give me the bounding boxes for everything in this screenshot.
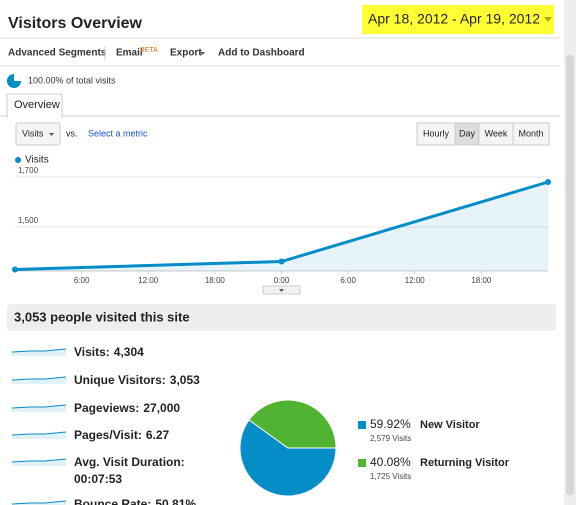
legend-percent: 59.92% <box>370 417 411 431</box>
segment-icon-cut <box>14 74 21 81</box>
summary-title: 3,053 people visited this site <box>14 309 190 324</box>
metric-value: 27,000 <box>143 401 180 415</box>
x-tick-label: 6:00 <box>74 276 90 285</box>
metric-value: 00:07:53 <box>74 472 122 486</box>
metric-label: Pageviews: <box>74 401 139 415</box>
granularity-label[interactable]: Hourly <box>423 128 450 138</box>
metric-value: 50.81% <box>155 497 196 505</box>
legend-swatch <box>358 459 366 467</box>
pie-slice <box>248 399 337 449</box>
metric-value: 3,053 <box>170 373 200 387</box>
x-tick-label: 0:00 <box>274 276 290 285</box>
pie-slice <box>239 419 337 497</box>
metric-label: Pages/Visit: <box>74 428 142 442</box>
sparkline-area <box>12 459 66 466</box>
sparkline-area <box>12 501 66 505</box>
point <box>12 266 18 273</box>
sparkline <box>11 458 67 463</box>
metric-value: 4,304 <box>114 345 144 359</box>
dropdown-arrow <box>49 133 54 136</box>
legend-name: New Visitor <box>420 419 480 431</box>
sparkline-area <box>12 377 66 384</box>
legend-swatch <box>358 421 366 429</box>
summary-band <box>7 304 556 331</box>
date-highlight <box>362 5 554 34</box>
legend-percent: 40.08% <box>370 455 411 469</box>
vs-label: vs. <box>66 128 78 138</box>
pie-chart: 59.92% New Visitor 2,579 Visits 40.08% Retur… <box>239 399 510 497</box>
sparkline <box>11 404 67 409</box>
point <box>278 258 285 265</box>
sparkline-area <box>12 349 66 356</box>
point <box>545 179 551 185</box>
x-tick-label: 18:00 <box>205 276 226 285</box>
tab-label[interactable]: Overview <box>14 99 60 111</box>
sparkline <box>11 376 67 381</box>
sparkline-area <box>12 405 66 412</box>
add-to-dashboard[interactable]: Add to Dashboard <box>218 48 305 59</box>
segment-label: 100.00% of total visits <box>28 75 116 85</box>
select-metric[interactable]: Select a metric <box>88 128 148 138</box>
legend-label: Visits <box>25 155 49 166</box>
date-range[interactable]: Apr 18, 2012 - Apr 19, 2012 <box>368 11 540 27</box>
tab-cover <box>8 115 61 118</box>
legend-count: 1,725 Visits <box>370 472 411 481</box>
legend-dot <box>15 157 21 163</box>
export[interactable]: Export <box>170 48 202 59</box>
legend-name: Returning Visitor <box>420 457 510 469</box>
metric-label[interactable]: Visits <box>22 128 44 138</box>
sparkline <box>11 500 67 505</box>
dropdown-arrow <box>200 52 205 55</box>
metric-button[interactable] <box>15 122 61 146</box>
email[interactable]: Email <box>116 48 143 59</box>
x-tick-label: 18:00 <box>471 276 492 285</box>
metric-value: 6.27 <box>146 428 170 442</box>
sparkline <box>11 348 67 353</box>
page-title: Visitors Overview <box>8 15 143 32</box>
granularity-label[interactable]: Day <box>459 128 476 138</box>
beta-badge: BETA <box>140 47 158 54</box>
dropdown-arrow[interactable] <box>544 17 552 22</box>
x-tick-label: 12:00 <box>405 276 426 285</box>
granularity-group: Hourly Day Week Month <box>416 122 550 146</box>
y-tick-label: 1,700 <box>18 166 39 175</box>
metric-label: Avg. Visit Duration: <box>74 455 185 469</box>
advanced-segments[interactable]: Advanced Segments <box>8 48 107 59</box>
granularity-label[interactable]: Week <box>485 128 508 138</box>
y-tick-label: 1,500 <box>18 216 39 225</box>
line-chart: 1,500 1,700 6:00 12:00 18:00 0:00 6:00 12:00 18:… <box>12 166 551 285</box>
legend-count: 2,579 Visits <box>370 434 411 443</box>
x-tick-label: 12:00 <box>138 276 159 285</box>
sparkline-area <box>12 432 66 439</box>
area <box>15 182 548 271</box>
handle-arrow <box>279 289 284 292</box>
metrics-list: Visits: 4,304 Unique Visitors: 3,053 Pagevie… <box>11 345 200 505</box>
metric-label: Unique Visitors: <box>74 373 166 387</box>
metric-label: Visits: <box>74 345 110 359</box>
granularity-label[interactable]: Month <box>518 128 543 138</box>
sparkline <box>11 431 67 436</box>
scroll-thumb[interactable] <box>566 55 574 495</box>
metric-label: Bounce Rate: <box>74 497 151 505</box>
x-tick-label: 6:00 <box>340 276 356 285</box>
granularity-button[interactable] <box>512 122 550 146</box>
